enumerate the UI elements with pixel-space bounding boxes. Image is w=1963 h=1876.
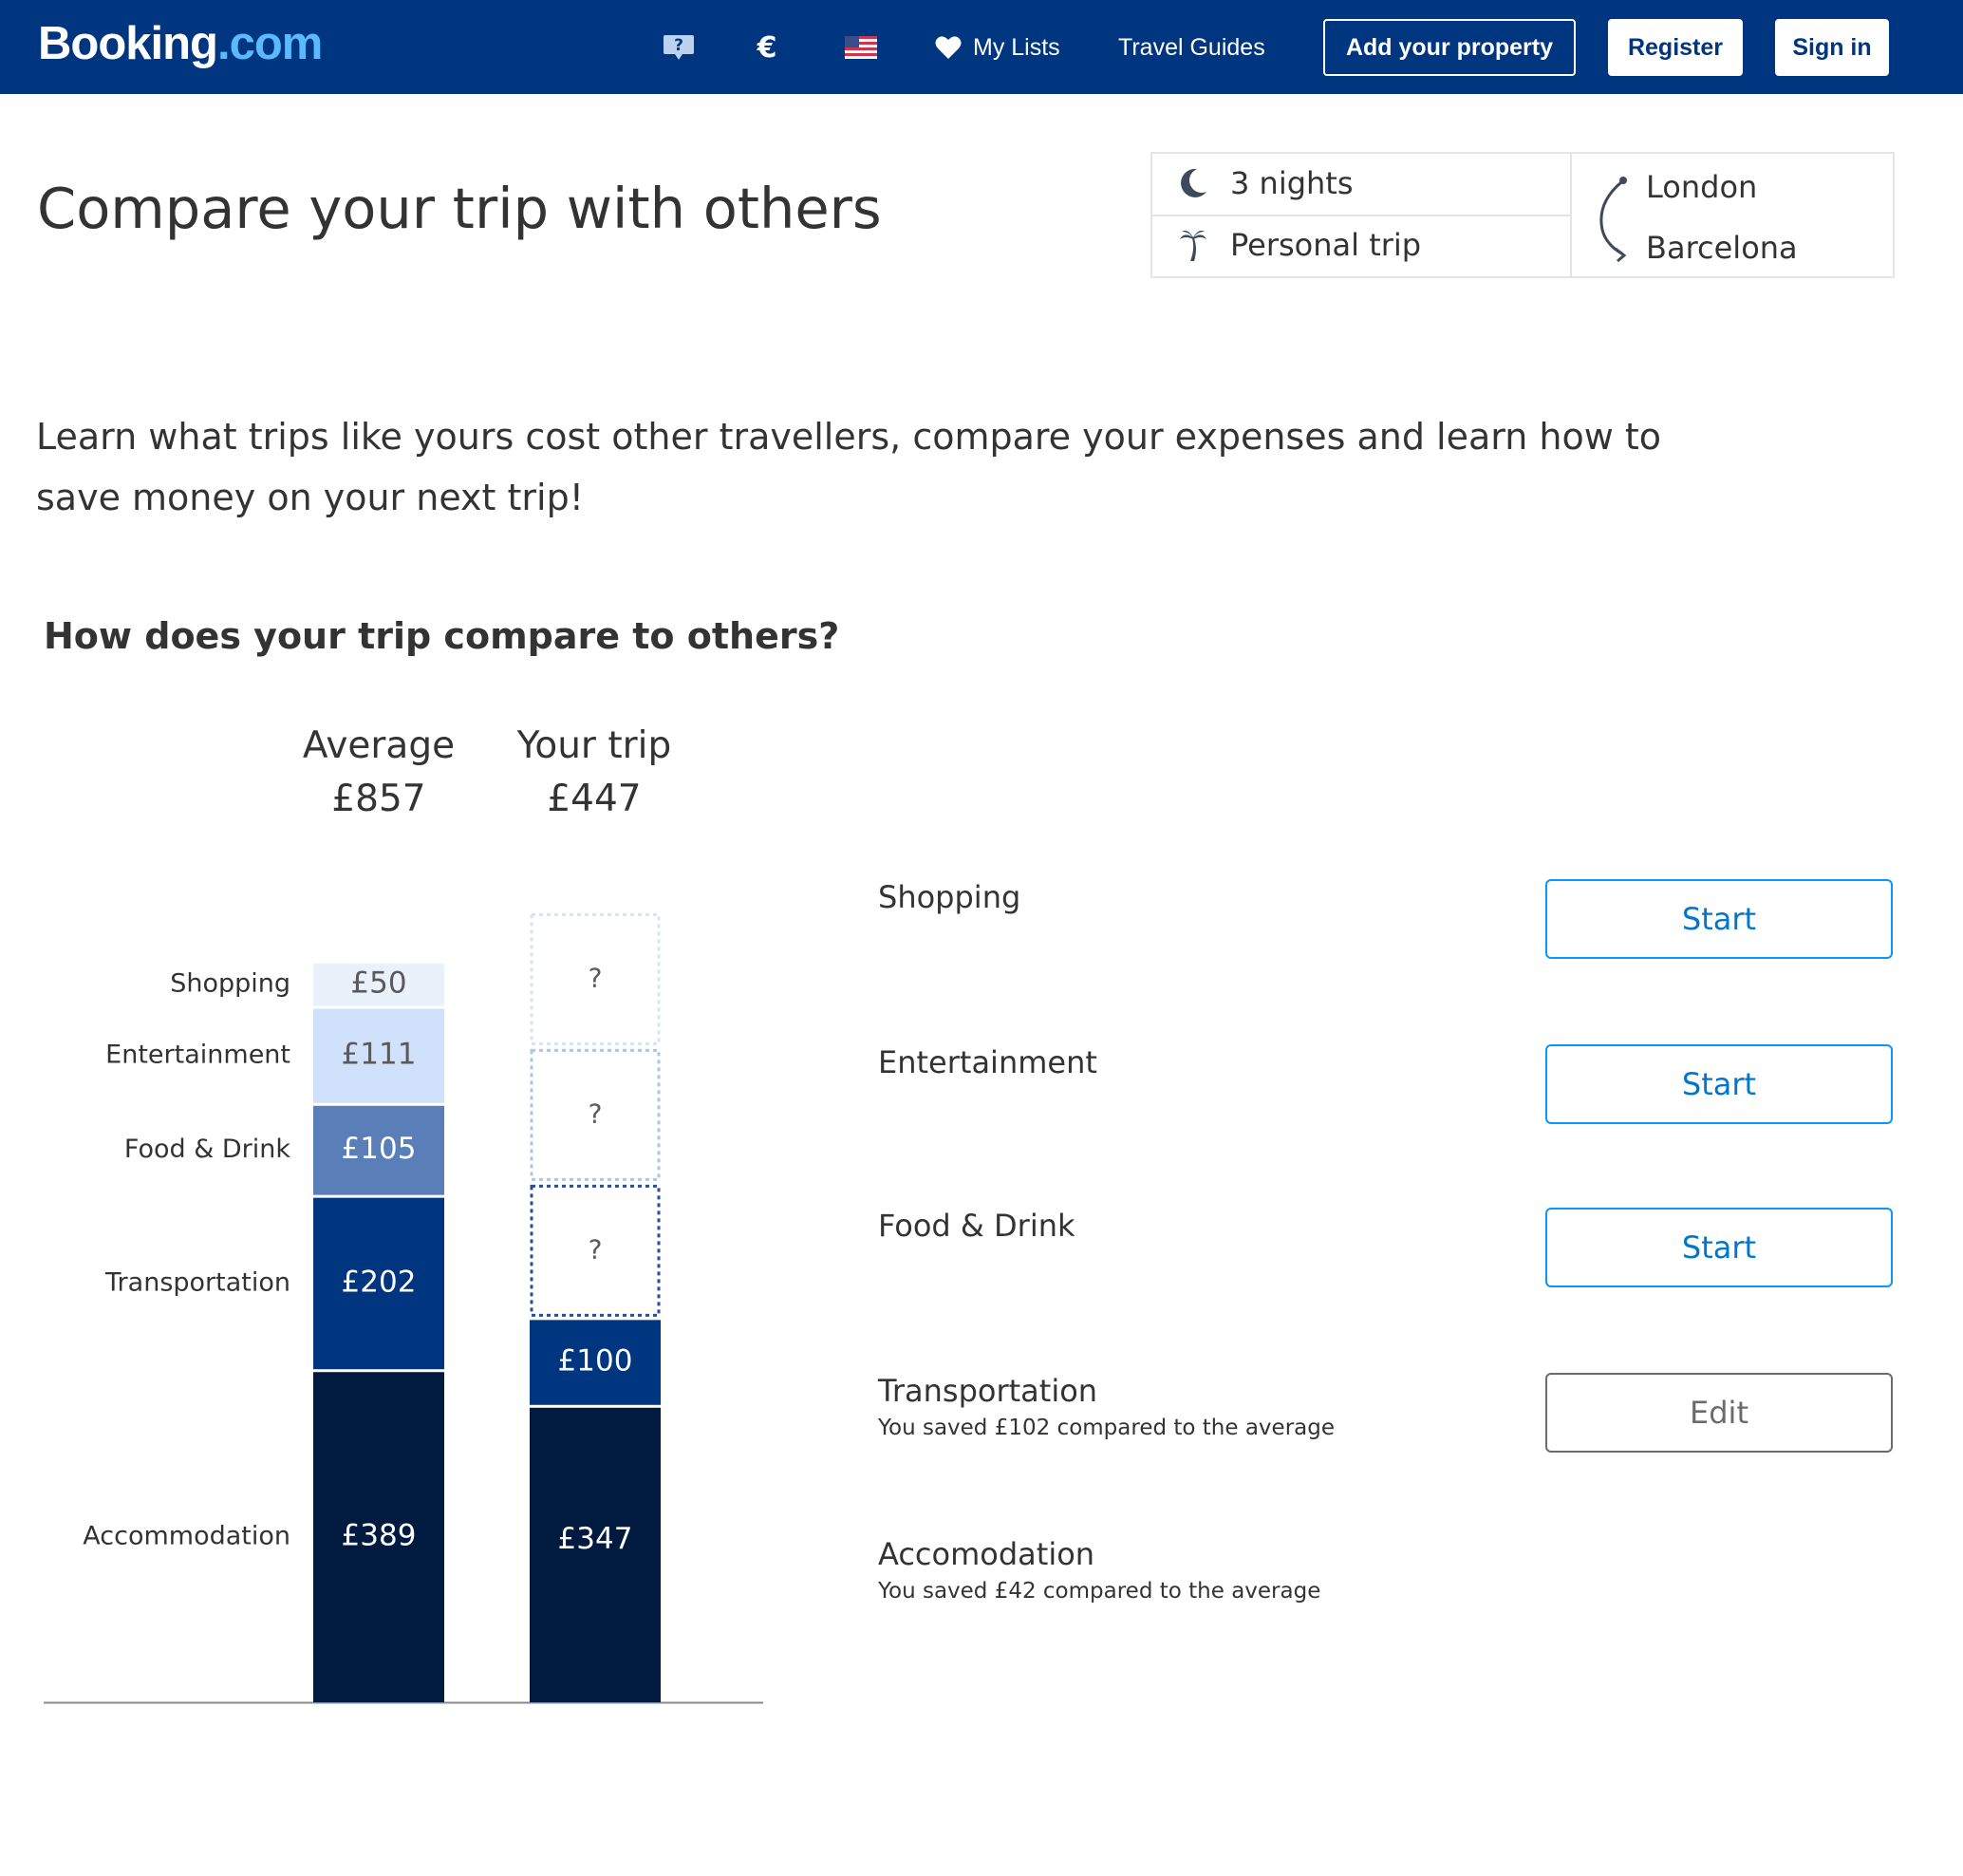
add-property-button[interactable]: Add your property xyxy=(1323,19,1576,76)
your-trip-label: Your trip xyxy=(516,724,672,767)
your-trip-total: £447 xyxy=(547,778,642,820)
bar-label-unknown-your-trip-shopping: ? xyxy=(589,962,603,993)
bar-label-your-trip-accommodation: £347 xyxy=(558,1522,633,1556)
intro-text: Learn what trips like yours cost other t… xyxy=(36,416,1662,518)
trip-origin: London xyxy=(1646,169,1758,205)
register-button[interactable]: Register xyxy=(1608,19,1743,76)
average-label: Average xyxy=(302,724,456,767)
bar-label-average-entertainment: £111 xyxy=(342,1038,417,1072)
category-title-shopping: Shopping xyxy=(878,879,1021,915)
bar-label-unknown-your-trip-food-and-drink: ? xyxy=(589,1233,603,1265)
bar-label-unknown-your-trip-entertainment: ? xyxy=(589,1097,603,1129)
trip-nights-label: 3 nights xyxy=(1230,165,1354,201)
travel-guides-link[interactable]: Travel Guides xyxy=(1118,34,1265,61)
category-title-entertainment: Entertainment xyxy=(878,1044,1097,1080)
bar-unknown-your-trip-entertainment xyxy=(530,1048,661,1181)
accommodation-savings-note: You saved £42 compared to the average xyxy=(878,1579,1321,1604)
edit-transportation-button[interactable]: Edit xyxy=(1545,1373,1893,1453)
bar-average-accommodation xyxy=(313,1372,444,1702)
category-label-shopping: Shopping xyxy=(170,969,290,999)
bar-unknown-your-trip-shopping xyxy=(530,912,661,1045)
start-entertainment-button[interactable]: Start xyxy=(1545,1044,1893,1124)
euro-icon[interactable]: € xyxy=(757,30,777,65)
bar-label-average-transportation: £202 xyxy=(342,1265,417,1299)
average-column-header: Average £857 xyxy=(265,720,493,826)
bar-label-average-accommodation: £389 xyxy=(342,1519,417,1553)
category-title-accommodation: Accomodation xyxy=(878,1536,1095,1572)
average-total: £857 xyxy=(331,778,426,820)
heart-icon xyxy=(935,36,962,59)
logo-suffix: .com xyxy=(216,18,323,69)
category-label-transportation: Transportation xyxy=(104,1267,290,1297)
trip-type-label: Personal trip xyxy=(1230,227,1422,263)
trip-destination: Barcelona xyxy=(1646,230,1798,266)
start-food-drink-button[interactable]: Start xyxy=(1545,1208,1893,1287)
page-title: Compare your trip with others xyxy=(37,176,882,241)
logo-main: Booking xyxy=(38,18,218,69)
bar-label-average-food-and-drink: £105 xyxy=(342,1132,417,1166)
bar-average-entertainment xyxy=(313,1008,444,1103)
bar-label-your-trip-transportation: £100 xyxy=(558,1344,633,1379)
my-lists-label: My Lists xyxy=(973,34,1060,61)
palm-tree-icon xyxy=(1177,228,1209,262)
start-shopping-button[interactable]: Start xyxy=(1545,879,1893,959)
trip-nights: 3 nights xyxy=(1177,161,1354,205)
trip-type: Personal trip xyxy=(1177,223,1421,267)
trip-summary: 3 nights Personal trip London Barcelona xyxy=(1150,152,1895,278)
bar-average-transportation xyxy=(313,1197,444,1370)
divider xyxy=(1570,154,1572,276)
booking-logo[interactable]: Booking.com xyxy=(38,13,323,74)
bar-unknown-your-trip-food-and-drink xyxy=(530,1184,661,1317)
sign-in-button[interactable]: Sign in xyxy=(1775,19,1889,76)
category-title-transportation: Transportation xyxy=(878,1373,1098,1409)
help-icon-glyph: ? xyxy=(674,36,683,55)
us-flag-icon[interactable] xyxy=(845,30,877,65)
category-label-entertainment: Entertainment xyxy=(105,1041,290,1070)
bar-average-food-and-drink xyxy=(313,1105,444,1195)
bar-average-shopping xyxy=(313,963,444,1006)
bar-label-average-shopping: £50 xyxy=(350,966,406,1001)
category-title-food-drink: Food & Drink xyxy=(878,1208,1075,1244)
top-navigation-bar: Booking.com ? € My Lists Travel Guides A… xyxy=(0,0,1963,94)
help-icon[interactable]: ? xyxy=(663,30,695,65)
bar-your-trip-accommodation xyxy=(530,1407,661,1702)
transportation-savings-note: You saved £102 compared to the average xyxy=(878,1416,1335,1440)
moon-icon xyxy=(1177,166,1209,200)
route-arrow-icon xyxy=(1593,175,1635,266)
my-lists-link[interactable]: My Lists xyxy=(935,27,1060,68)
bar-your-trip-transportation xyxy=(530,1320,661,1405)
section-title: How does your trip compare to others? xyxy=(44,615,840,657)
divider xyxy=(1152,215,1570,216)
category-label-food-and-drink: Food & Drink xyxy=(124,1135,290,1164)
category-label-accommodation: Accommodation xyxy=(83,1522,290,1551)
your-trip-column-header: Your trip £447 xyxy=(480,720,708,826)
